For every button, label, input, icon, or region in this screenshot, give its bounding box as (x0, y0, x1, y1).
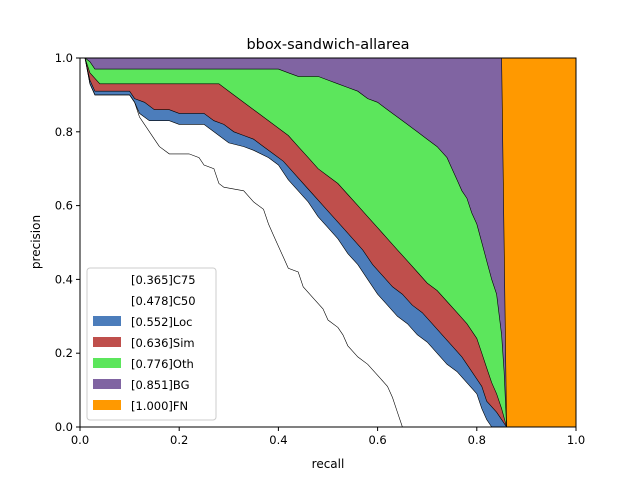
legend-swatch (93, 295, 121, 305)
legend-label: [0.636]Sim (131, 336, 195, 350)
y-tick-label: 0.4 (55, 272, 73, 286)
y-tick-label: 0.8 (55, 125, 73, 139)
curve-c50 (80, 57, 492, 428)
plot-frame (79, 57, 577, 428)
legend-label: [0.776]Oth (131, 357, 194, 371)
legend: [0.365]C75 [0.478]C50 [0.552]Loc [0.636]Sim… (86, 267, 217, 421)
legend-label: [0.365]C75 (131, 273, 196, 287)
legend-swatch (93, 316, 121, 326)
curve-loc (80, 57, 507, 428)
legend-swatch (93, 358, 121, 368)
curve-c75 (80, 57, 403, 428)
x-tick-label: 0.6 (368, 433, 386, 447)
legend-label: [1.000]FN (131, 399, 188, 413)
curve-sim (80, 57, 507, 428)
x-tick-label: 0.4 (269, 433, 287, 447)
x-tick-label: 0.2 (170, 433, 188, 447)
legend-label: [0.478]C50 (131, 294, 196, 308)
y-tick-label: 0.2 (55, 346, 73, 360)
y-tick-label: 0.6 (55, 199, 73, 213)
x-axis-ticks: 0.0 0.2 0.4 0.6 0.8 1.0 (71, 427, 585, 447)
y-tick-label: 1.0 (55, 51, 73, 65)
legend-swatch (93, 274, 121, 284)
y-axis-label: precision (29, 215, 43, 269)
legend-label: [0.552]Loc (131, 315, 192, 329)
y-axis-ticks: 0.0 0.2 0.4 0.6 0.8 1.0 (55, 51, 80, 434)
legend-swatch (93, 337, 121, 347)
x-axis-label: recall (312, 457, 345, 471)
x-tick-label: 0.0 (71, 433, 89, 447)
x-tick-label: 0.8 (468, 433, 486, 447)
legend-swatch (93, 379, 121, 389)
legend-label: [0.851]BG (131, 378, 190, 392)
y-tick-label: 0.0 (55, 420, 73, 434)
x-tick-label: 1.0 (567, 433, 585, 447)
curve-oth (80, 57, 507, 428)
legend-swatch (93, 400, 121, 410)
chart-title: bbox-sandwich-allarea (246, 37, 409, 53)
